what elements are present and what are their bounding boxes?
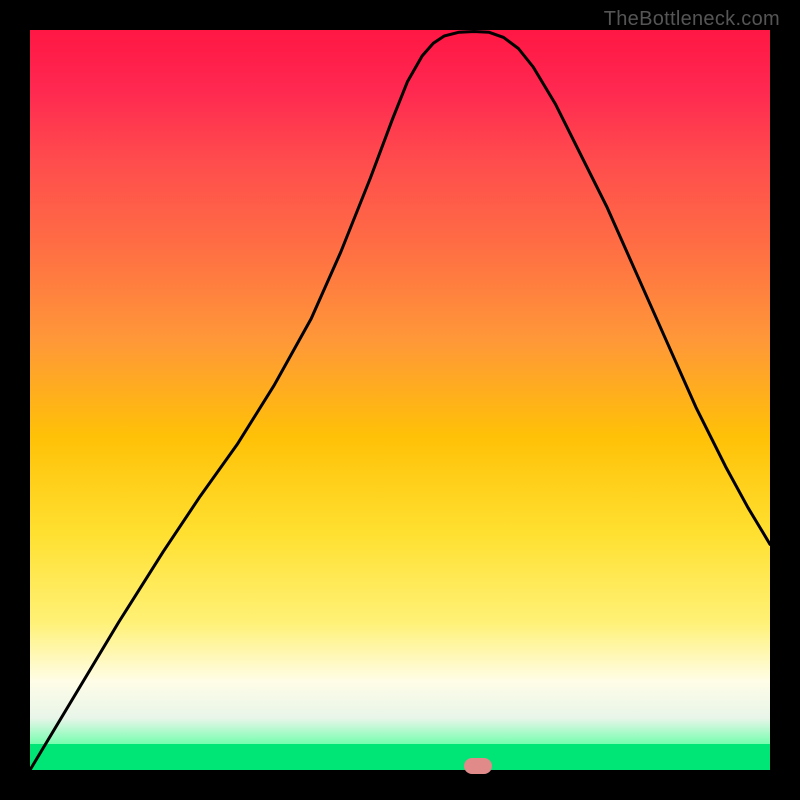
bottleneck-curve bbox=[30, 30, 770, 770]
optimal-point-marker bbox=[464, 758, 492, 774]
watermark-text: TheBottleneck.com bbox=[604, 8, 780, 31]
bottleneck-chart bbox=[30, 30, 770, 770]
